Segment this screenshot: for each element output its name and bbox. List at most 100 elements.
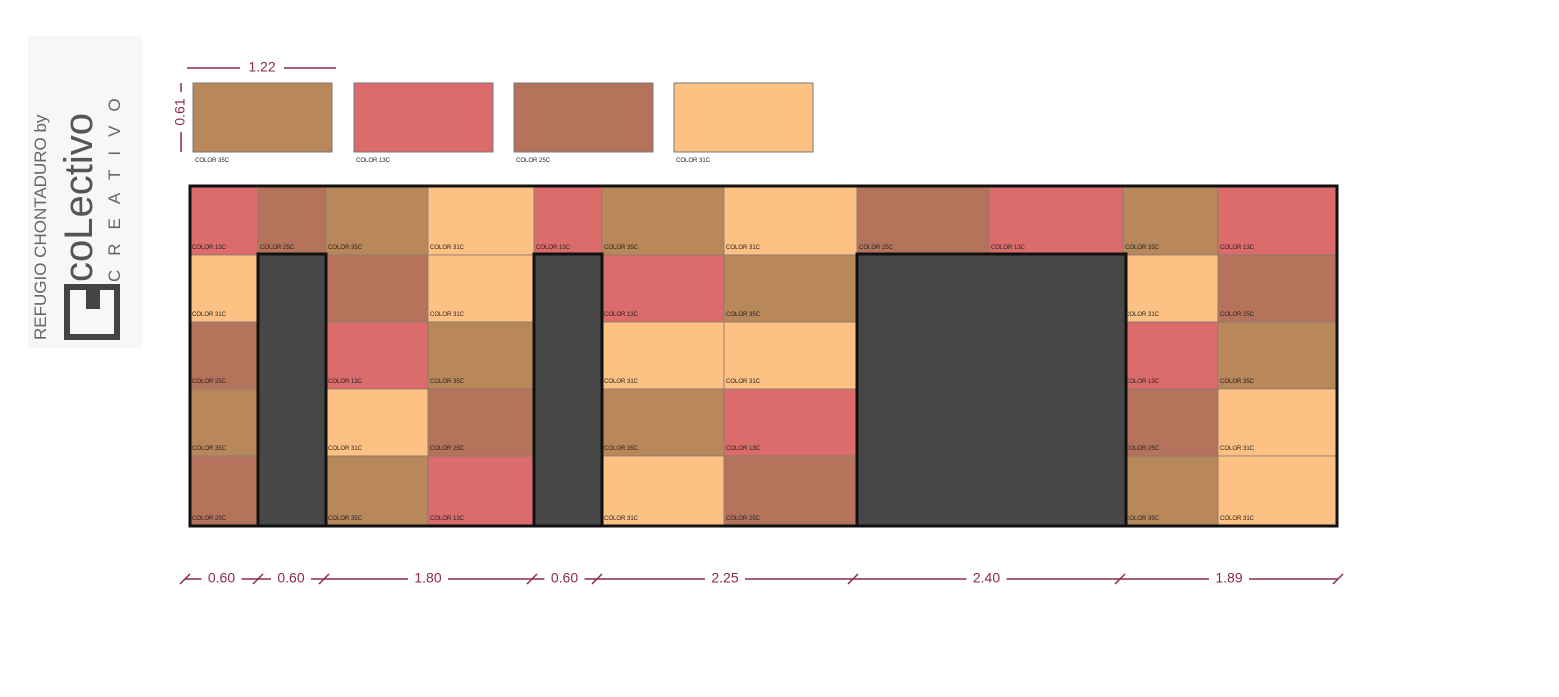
- tile: [601, 254, 725, 323]
- dim-label: 1.89: [1215, 570, 1242, 586]
- dim-label: 0.60: [277, 570, 304, 586]
- swatch: [192, 82, 333, 153]
- tile-label: COLOR 35C: [328, 516, 363, 522]
- logo-bg: [28, 36, 142, 348]
- tile-label: COLOR 35C: [1220, 379, 1255, 385]
- tile: [189, 185, 259, 256]
- tile-label: COLOR 13C: [1220, 245, 1255, 251]
- logo-project: REFUGIO CHONTADURO by: [31, 114, 50, 340]
- tile-label: COLOR 35C: [328, 245, 363, 251]
- tile: [189, 254, 259, 323]
- tile-label: COLOR 31C: [1125, 312, 1160, 318]
- swatch-label: COLOR 35C: [195, 158, 230, 164]
- swatches: COLOR 35C COLOR 13C COLOR 25C COLOR 31C: [192, 82, 814, 164]
- tile-label: COLOR 25C: [192, 516, 227, 522]
- facade: COLOR 13C COLOR 25C COLOR 35C COLOR 31C COLO…: [188, 184, 1339, 528]
- tile: [1122, 254, 1219, 323]
- dim-label: 2.40: [973, 570, 1000, 586]
- tile-label: COLOR 35C: [430, 379, 465, 385]
- tile-label: COLOR 13C: [192, 245, 227, 251]
- swatch: [513, 82, 654, 153]
- tile: [533, 185, 603, 256]
- tile-label: COLOR 25C: [260, 245, 295, 251]
- tile-label: COLOR 25C: [192, 379, 227, 385]
- tile: [601, 185, 725, 256]
- door: [855, 252, 1128, 528]
- tile: [723, 254, 858, 323]
- tile: [325, 254, 429, 323]
- tile-label: COLOR 35C: [604, 446, 639, 452]
- tile-label: COLOR 35C: [604, 245, 639, 251]
- tile-label: COLOR 13C: [991, 245, 1026, 251]
- dim-label: 0.60: [551, 570, 578, 586]
- tile-label: COLOR 13C: [430, 516, 465, 522]
- tile-label: COLOR 31C: [1220, 516, 1255, 522]
- tile-label: COLOR 31C: [430, 312, 465, 318]
- tile: [601, 388, 725, 457]
- tile-label: COLOR 25C: [430, 446, 465, 452]
- tile: [1217, 388, 1338, 457]
- tile: [856, 185, 990, 256]
- logo: REFUGIO CHONTADURO by coLectivo CREATIVO: [28, 36, 142, 348]
- tile-label: COLOR 31C: [604, 379, 639, 385]
- swatch: [353, 82, 494, 153]
- swatch-label: COLOR 13C: [356, 158, 391, 164]
- dimension-row: 0.60 0.60 1.80 0.60 2.25 2.40 1.89: [179, 570, 1344, 586]
- tile: [1122, 185, 1219, 256]
- tile: [427, 254, 535, 323]
- tile-label: COLOR 25C: [1220, 312, 1255, 318]
- tile: [189, 321, 259, 390]
- dim-label: 2.25: [711, 570, 738, 586]
- tile-label: COLOR 31C: [328, 446, 363, 452]
- tile-label: COLOR 31C: [430, 245, 465, 251]
- tile-label: COLOR 35C: [1125, 516, 1160, 522]
- tile: [257, 185, 327, 256]
- tile-label: COLOR 25C: [1125, 446, 1160, 452]
- tile: [325, 455, 429, 527]
- tile: [427, 455, 535, 527]
- tile: [723, 455, 858, 527]
- tile: [723, 388, 858, 457]
- logo-sub: CREATIVO: [105, 84, 124, 282]
- tile-label: COLOR 35C: [192, 446, 227, 452]
- tile: [1217, 254, 1338, 323]
- tile-label: COLOR 13C: [536, 245, 571, 251]
- tile-label: COLOR 31C: [726, 379, 761, 385]
- tile: [601, 321, 725, 390]
- swatch-dimensions: 1.22 0.61: [172, 59, 336, 152]
- swatch: [673, 82, 814, 153]
- tile-label: COLOR 31C: [604, 516, 639, 522]
- dim-label: 1.80: [414, 570, 441, 586]
- tile-label: COLOR 31C: [1220, 446, 1255, 452]
- tile-label: COLOR 31C: [192, 312, 227, 318]
- tile-label: COLOR 13C: [726, 446, 761, 452]
- swatch-height: 0.61: [172, 98, 188, 125]
- tile-label: COLOR 31C: [726, 245, 761, 251]
- door: [532, 252, 604, 528]
- door: [256, 252, 328, 528]
- tile: [1122, 321, 1219, 390]
- tile: [723, 185, 858, 256]
- facade-outline: [188, 184, 1339, 528]
- tile-label: COLOR 35C: [1125, 245, 1160, 251]
- tile-label: COLOR 35C: [726, 312, 761, 318]
- tile: [1217, 321, 1338, 390]
- tile-label: COLOR 13C: [604, 312, 639, 318]
- tile-label: COLOR 25C: [726, 516, 761, 522]
- tile: [1217, 185, 1338, 256]
- swatch-label: COLOR 31C: [676, 158, 711, 164]
- tile: [427, 388, 535, 457]
- tile-label: COLOR 13C: [328, 379, 363, 385]
- tile: [427, 321, 535, 390]
- logo-name: coLectivo: [57, 113, 101, 282]
- tile-label: COLOR 13C: [1125, 379, 1160, 385]
- tile: [723, 321, 858, 390]
- tile: [325, 321, 429, 390]
- swatch-label: COLOR 25C: [516, 158, 551, 164]
- tile-label: COLOR 25C: [859, 245, 894, 251]
- logo-icon-notch: [86, 287, 100, 309]
- dim-label: 0.60: [208, 570, 235, 586]
- swatch-width: 1.22: [248, 59, 275, 75]
